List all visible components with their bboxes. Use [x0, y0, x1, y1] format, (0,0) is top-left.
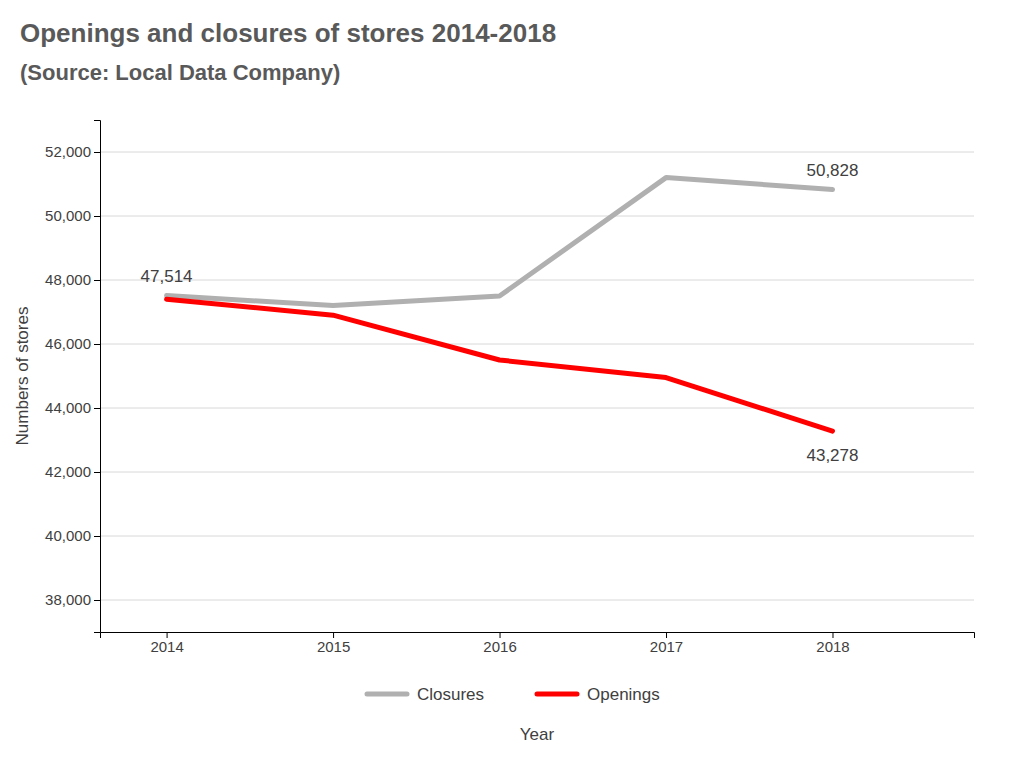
x-axis-tick: 2018: [816, 632, 849, 655]
y-axis-tick: 38,000: [45, 591, 100, 608]
x-axis-tick-label: 2017: [650, 638, 683, 655]
chart: Openings and closures of stores 2014-201…: [0, 0, 1024, 762]
y-axis-tick: 44,000: [45, 399, 100, 416]
title: Openings and closures of stores 2014-201…: [20, 18, 556, 48]
x-axis-tick: 2016: [483, 632, 516, 655]
grid-line: [100, 408, 974, 409]
grid-line: [100, 472, 974, 473]
grid-line: [100, 600, 974, 601]
data-label: 50,828: [806, 161, 858, 180]
data-label: 43,278: [806, 446, 858, 465]
y-axis-tick-label: 38,000: [45, 591, 91, 608]
x-axis-tick: 2014: [150, 632, 183, 655]
y-axis-tick: 52,000: [45, 143, 100, 160]
y-axis-tick-mark: [94, 344, 100, 345]
y-axis-tick: 40,000: [45, 527, 100, 544]
grid-line: [100, 536, 974, 537]
y-axis-tick-label: 42,000: [45, 463, 91, 480]
x-axis-tick-label: 2015: [317, 638, 350, 655]
legend-item: Openings: [537, 685, 660, 704]
legend-swatch: [367, 692, 407, 697]
data-label: 47,514: [141, 267, 193, 286]
x-axis-tick: 2015: [317, 632, 350, 655]
y-axis-tick-mark: [94, 408, 100, 409]
y-axis-title: Numbers of stores: [13, 307, 32, 446]
y-axis-tick-label: 44,000: [45, 399, 91, 416]
y-axis-tick-mark: [94, 152, 100, 153]
line-1: [167, 299, 833, 431]
lines: [167, 178, 833, 432]
line-0: [167, 178, 833, 306]
y-axis-tick: 48,000: [45, 271, 100, 288]
y-axis-tick-label: 40,000: [45, 527, 91, 544]
subtitle: (Source: Local Data Company): [20, 60, 340, 85]
y-axis-tick-mark: [94, 280, 100, 281]
legend-swatch: [537, 692, 577, 697]
y-axis-tick: 50,000: [45, 207, 100, 224]
grid-line: [100, 344, 974, 345]
grid-line: [100, 216, 974, 217]
y-axis-tick-mark: [94, 472, 100, 473]
x-axis-tick: 2017: [650, 632, 683, 655]
y-axis-tick: 42,000: [45, 463, 100, 480]
y-axis-tick-label: 52,000: [45, 143, 91, 160]
legend-item: Closures: [367, 685, 484, 704]
y-axis-line: [94, 121, 101, 633]
y-axis-tick-mark: [94, 600, 100, 601]
y-axis-tick-label: 46,000: [45, 335, 91, 352]
x-axis-tick-label: 2018: [816, 638, 849, 655]
grid: [100, 152, 974, 600]
legend: Closures Openings: [367, 685, 660, 704]
x-axis-tick-label: 2014: [150, 638, 183, 655]
grid-line: [100, 280, 974, 281]
data-labels: 47,514 50,828 43,278: [141, 161, 859, 466]
plot: 2014 2015 2016 2017 2018 38,000 40,000 42,000 44…: [45, 121, 974, 655]
y-axis-tick-label: 50,000: [45, 207, 91, 224]
x-axis: 2014 2015 2016 2017 2018: [101, 632, 975, 655]
x-axis-tick-label: 2016: [483, 638, 516, 655]
y-axis: 38,000 40,000 42,000 44,000 46,000 48,000 50,0…: [45, 121, 100, 633]
y-axis-tick: 46,000: [45, 335, 100, 352]
y-axis-tick-mark: [94, 216, 100, 217]
y-axis-tick-mark: [94, 536, 100, 537]
y-axis-tick-label: 48,000: [45, 271, 91, 288]
x-axis-title: Year: [520, 725, 555, 744]
legend-label: Openings: [587, 685, 660, 704]
grid-line: [100, 152, 974, 153]
legend-label: Closures: [417, 685, 484, 704]
